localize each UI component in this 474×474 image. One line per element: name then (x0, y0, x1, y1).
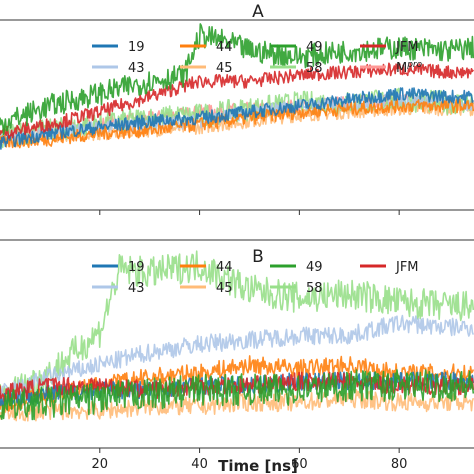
x-tick-label: 60 (291, 457, 308, 472)
series-line-49 (0, 369, 474, 421)
series-line-44 (0, 98, 474, 149)
legend-label: 19 (128, 260, 145, 275)
x-tick-label: 40 (191, 457, 208, 472)
legend-label: JFM (395, 260, 419, 275)
legend-label: 45 (216, 281, 233, 296)
x-tick-label: 80 (391, 457, 408, 472)
legend-label: 43 (128, 61, 145, 76)
series-line-44 (0, 355, 474, 415)
series-line-19 (0, 87, 474, 150)
legend-label: JFM (395, 40, 419, 55)
legend-label: 58 (306, 281, 323, 296)
legend-label: 44 (216, 260, 233, 275)
panel-a: A 19 44 49 JFM 43 45 58 Mpro (0, 2, 474, 215)
panel-b: B 19 44 49 JFM 43 45 58 20 40 60 80 Time [ns] (0, 239, 474, 474)
legend-label: 49 (306, 260, 323, 275)
x-tick-label: 20 (92, 457, 109, 472)
legend-label: 45 (216, 61, 233, 76)
legend-label: 58 (306, 61, 323, 76)
legend-label: 44 (216, 40, 233, 55)
series-line-58 (0, 250, 474, 407)
panel-title: B (252, 247, 264, 267)
legend-label: 19 (128, 40, 145, 55)
legend-label: Mpro (396, 60, 423, 76)
x-axis-label: Time [ns] (218, 457, 298, 474)
legend-superscript: pro (406, 60, 422, 70)
series-line-49 (0, 23, 474, 136)
legend-label: 49 (306, 40, 323, 55)
legend-label: 43 (128, 281, 145, 296)
series-line-jfm (0, 62, 474, 139)
series-line-43 (0, 314, 474, 401)
panel-title: A (252, 2, 264, 22)
